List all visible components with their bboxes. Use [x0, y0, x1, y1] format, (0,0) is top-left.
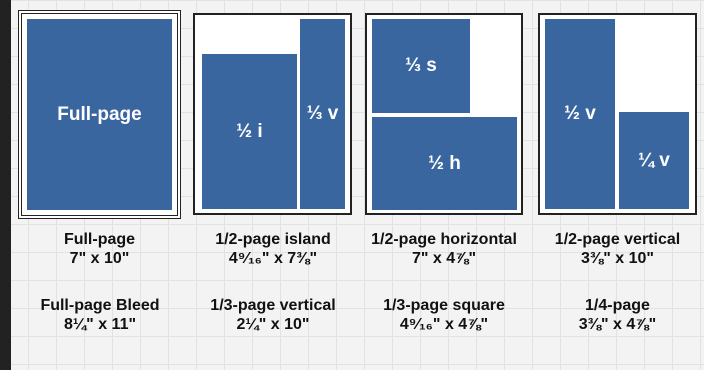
caption-name: Full-page: [63, 231, 136, 248]
caption-third-square: 1/3-page square 4⁹⁄₁₆" x 4⅞": [357, 296, 531, 334]
caption-size: 7" x 4⅞": [411, 250, 477, 267]
half-island-label: ½ i: [236, 120, 263, 142]
caption-name: Full-page Bleed: [40, 297, 160, 314]
caption-size: 3⅜" x 4⅞": [578, 316, 657, 333]
full-page-block: Full-page: [27, 19, 172, 210]
half-island-diagram: ½ i ⅓ v: [193, 13, 352, 215]
caption-half-horizontal: 1/2-page horizontal 7" x 4⅞": [357, 230, 531, 268]
caption-size: 8¼" x 11": [63, 316, 137, 333]
caption-name: 1/3-page square: [383, 297, 505, 314]
quarter-page-label: ¼ v: [638, 149, 670, 171]
caption-name: 1/4-page: [585, 297, 650, 314]
half-island-block: ½ i: [202, 54, 297, 209]
horizontal-diagram: ⅓ s ½ h: [365, 13, 523, 215]
quarter-page-block: ¼ v: [619, 112, 689, 209]
third-vertical-label: ⅓ v: [306, 103, 339, 124]
caption-full-page: Full-page 7" x 10": [18, 230, 181, 268]
caption-full-page-bleed: Full-page Bleed 8¼" x 11": [13, 296, 187, 334]
caption-name: 1/3-page vertical: [210, 297, 336, 314]
half-horizontal-label: ½ h: [428, 152, 461, 174]
caption-half-vertical: 1/2-page vertical 3⅜" x 10": [533, 230, 702, 268]
caption-quarter-page: 1/4-page 3⅜" x 4⅞": [533, 296, 702, 334]
caption-name: 1/2-page island: [215, 231, 331, 248]
half-horizontal-block: ½ h: [372, 117, 517, 210]
half-vertical-label: ½ v: [564, 103, 596, 124]
left-edge-strip: [0, 0, 11, 370]
third-vertical-block: ⅓ v: [300, 19, 345, 209]
full-page-label: Full-page: [57, 103, 142, 125]
caption-size: 4⁹⁄₁₆" x 4⅞": [399, 316, 489, 333]
caption-name: 1/2-page vertical: [554, 231, 681, 248]
caption-name: 1/2-page horizontal: [371, 231, 517, 248]
caption-size: 4⁹⁄₁₆" x 7⅜": [228, 250, 318, 267]
half-vertical-block: ½ v: [545, 19, 615, 209]
third-square-block: ⅓ s: [372, 19, 470, 113]
caption-size: 2¼" x 10": [236, 316, 310, 333]
third-square-label: ⅓ s: [405, 55, 437, 76]
vertical-diagram: ½ v ¼ v: [538, 13, 697, 215]
caption-half-island: 1/2-page island 4⁹⁄₁₆" x 7⅜": [188, 230, 358, 268]
full-page-diagram: Full-page: [18, 10, 181, 219]
caption-size: 3⅜" x 10": [581, 250, 654, 267]
caption-size: 7" x 10": [69, 250, 130, 267]
caption-third-vertical: 1/3-page vertical 2¼" x 10": [188, 296, 358, 334]
